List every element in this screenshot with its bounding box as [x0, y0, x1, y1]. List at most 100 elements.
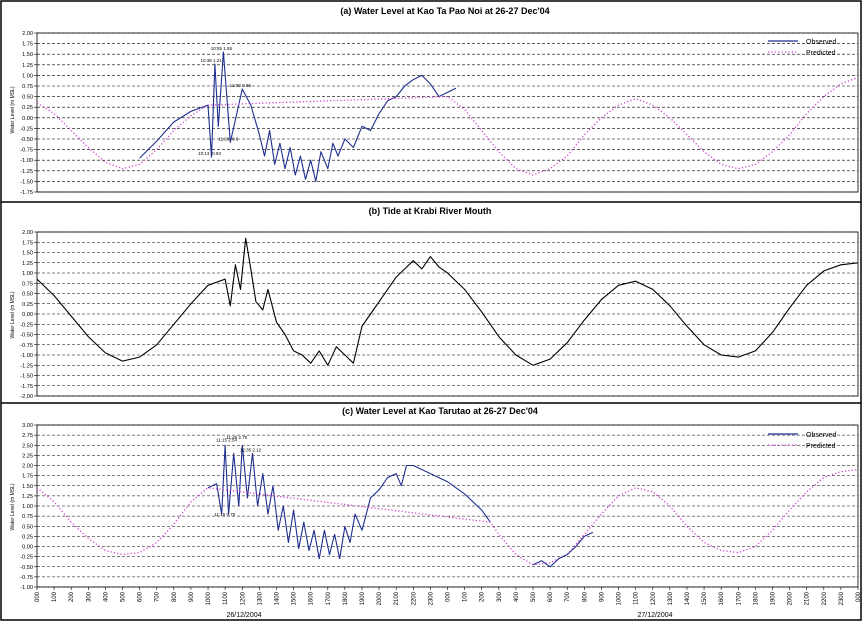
panel-a-ytick-label: 0.00 — [22, 116, 33, 122]
panel-a-series-observed — [139, 51, 457, 182]
panel-c-kao-tarutao: (c) Water Level at Kao Tarutao at 26-27 … — [10, 406, 859, 591]
panel-c-ytick-label: 2.75 — [22, 433, 33, 439]
x-tick-label: 400 — [514, 591, 520, 602]
panel-b-ytick-label: 1.50 — [22, 251, 33, 257]
panel-b-ylabel: Water Level (m MSL) — [10, 291, 16, 338]
x-tick-label: 1400 — [274, 591, 280, 605]
x-tick-label: 300 — [86, 591, 92, 602]
panel-c-ytick-label: 0.50 — [22, 524, 33, 530]
panel-c-ytick-label: 2.50 — [22, 443, 33, 449]
x-tick-label: 1400 — [685, 591, 691, 605]
x-tick-label: 1300 — [668, 591, 674, 605]
panel-a-annotation: 10:38 1.21 — [201, 58, 223, 63]
panel-c-ytick-label: -0.75 — [20, 575, 33, 581]
panel-a-ytick-label: -0.25 — [20, 126, 33, 132]
panel-c-ytick-label: 1.75 — [22, 474, 33, 480]
panel-b-ytick-label: -1.00 — [20, 353, 33, 359]
x-tick-label: 700 — [155, 591, 161, 602]
panel-c-ytick-label: 1.25 — [22, 494, 33, 500]
x-tick-label: 200 — [69, 591, 75, 602]
x-tick-label: 500 — [531, 591, 537, 602]
panel-a-ytick-label: 0.25 — [22, 105, 33, 111]
panel-c-title: (c) Water Level at Kao Tarutao at 26-27 … — [342, 406, 538, 416]
panel-c-ytick-label: 2.25 — [22, 453, 33, 459]
panel-c-annotation: 11:15 0.70 — [214, 512, 235, 517]
panel-a-legend: Observed Predicted — [768, 39, 836, 57]
panel-c-ytick-label: 3.00 — [22, 423, 33, 429]
panel-b-ytick-label: 1.25 — [22, 261, 33, 267]
x-tick-label: 000 — [856, 591, 862, 602]
panel-a-ytick-label: -1.75 — [20, 190, 33, 196]
x-tick-label: 1900 — [770, 591, 776, 605]
panel-c-legend-observed: Observed — [806, 432, 836, 439]
x-tick-label: 1200 — [240, 591, 246, 605]
panel-a-ytick-label: 1.75 — [22, 42, 33, 48]
panel-c-ytick-label: 1.00 — [22, 504, 33, 510]
x-tick-label: 1800 — [753, 591, 759, 605]
x-tick-label: 1600 — [719, 591, 725, 605]
panel-c-series-predicted — [36, 468, 859, 566]
panel-a-ytick-label: -1.50 — [20, 179, 33, 185]
panel-c-ytick-label: 1.50 — [22, 484, 33, 490]
panel-c-ytick-label: -0.50 — [20, 565, 33, 571]
date-label-day1: 26/12/2004 — [226, 612, 261, 619]
x-tick-label: 1000 — [617, 591, 623, 605]
x-tick-label: 800 — [172, 591, 178, 602]
x-tick-label: 1000 — [206, 591, 212, 605]
panel-a-ytick-label: -0.75 — [20, 148, 33, 154]
panel-a-ytick-label: 1.25 — [22, 63, 33, 69]
panel-b-series-tide — [36, 237, 859, 366]
x-tick-label: 2000 — [377, 591, 383, 605]
panel-b-ytick-label: 1.00 — [22, 271, 33, 277]
panel-a-ytick-label: 1.00 — [22, 73, 33, 79]
panel-b-ytick-label: 0.75 — [22, 281, 33, 287]
panel-b-krabi-river-mouth: (b) Tide at Krabi River Mouth Water Leve… — [10, 206, 859, 400]
x-tick-label: 500 — [121, 591, 127, 602]
x-tick-label: 1100 — [223, 591, 229, 605]
panel-a-legend-predicted: Predicted — [806, 50, 836, 57]
x-tick-label: 100 — [52, 591, 58, 602]
x-tick-label: 1500 — [292, 591, 298, 605]
panel-c-ylabel: Water Level (m MSL) — [10, 483, 16, 530]
panel-c-ytick-label: -1.00 — [20, 585, 33, 591]
x-tick-label: 1200 — [651, 591, 657, 605]
panel-a-annotation: 12:00 0.68 — [230, 83, 252, 88]
x-tick-label: 2300 — [839, 591, 845, 605]
date-label-day2: 27/12/2004 — [637, 612, 672, 619]
panel-c-ytick-label: -0.25 — [20, 555, 33, 561]
panel-a-title: (a) Water Level at Kao Ta Pao Noi at 26-… — [340, 6, 549, 16]
panel-a-annotation: 10:55 1.55 — [211, 46, 233, 51]
x-tick-label: 900 — [599, 591, 605, 602]
panel-c-legend: Observed Predicted — [768, 432, 836, 450]
panel-a-ytick-label: 0.75 — [22, 84, 33, 90]
x-tick-label: 2100 — [805, 591, 811, 605]
panel-b-ytick-label: 1.75 — [22, 240, 33, 246]
panel-c-ytick-label: 0.75 — [22, 514, 33, 520]
x-tick-label: 2200 — [411, 591, 417, 605]
panel-a-ytick-label: 2.00 — [22, 31, 33, 37]
panel-a-annotation: 11:20 -0.6 — [218, 136, 238, 141]
panel-c-annotation: 12:35 2.12 — [240, 447, 262, 452]
panel-a-ytick-label: 0.50 — [22, 95, 33, 101]
x-tick-label: 2000 — [788, 591, 794, 605]
x-tick-label: 300 — [497, 591, 503, 602]
x-tick-label: 2100 — [394, 591, 400, 605]
x-tick-label: 1700 — [736, 591, 742, 605]
panel-c-ytick-label: 0.00 — [22, 545, 33, 551]
panel-a-ytick-label: -1.25 — [20, 169, 33, 175]
x-tick-label: 700 — [565, 591, 571, 602]
x-tick-label: 900 — [189, 591, 195, 602]
x-tick-label: 1800 — [343, 591, 349, 605]
x-tick-label: 2300 — [428, 591, 434, 605]
x-tick-label: 2200 — [822, 591, 828, 605]
panel-b-ytick-label: -0.25 — [20, 322, 33, 328]
panel-b-ytick-label: -1.50 — [20, 374, 33, 380]
x-tick-label: 600 — [548, 591, 554, 602]
panel-a-kao-ta-pao-noi: (a) Water Level at Kao Ta Pao Noi at 26-… — [10, 6, 859, 196]
x-tick-label: 1900 — [360, 591, 366, 605]
x-tick-label: 800 — [582, 591, 588, 602]
panel-c-annotation: 11:45 2.70 — [226, 435, 247, 440]
x-tick-label: 1600 — [309, 591, 315, 605]
